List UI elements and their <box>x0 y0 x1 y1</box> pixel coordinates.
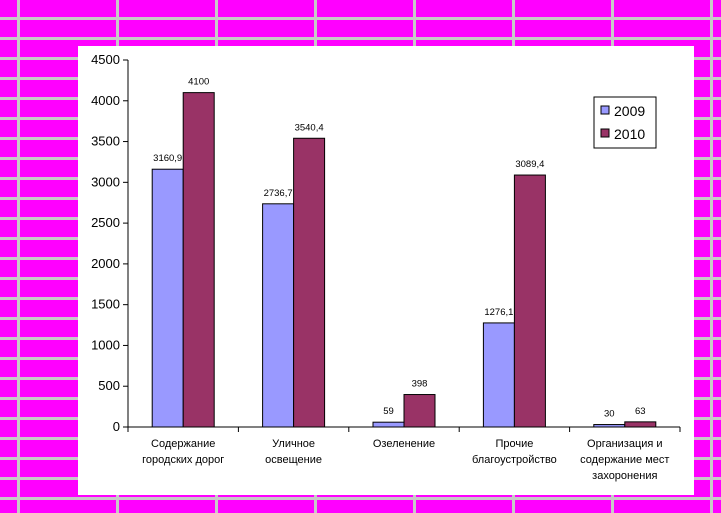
bar-2009 <box>372 421 405 428</box>
legend-label-2010: 2010 <box>614 126 645 142</box>
y-tick-label: 2500 <box>91 215 120 230</box>
category-label: благоустройство <box>472 454 557 466</box>
y-tick-label: 3500 <box>91 134 120 149</box>
legend-swatch-2010 <box>600 128 610 138</box>
data-label: 4100 <box>188 77 209 88</box>
y-tick-label: 2000 <box>91 256 120 271</box>
data-label: 59 <box>383 406 394 417</box>
data-label: 398 <box>412 379 428 390</box>
bar-2010 <box>624 421 657 428</box>
data-label: 3160,9 <box>153 153 182 164</box>
data-label: 3540,4 <box>295 122 324 133</box>
bar-2010 <box>293 137 326 428</box>
legend-swatch-2009 <box>600 105 610 115</box>
y-tick-label: 0 <box>113 419 120 434</box>
legend-label-2009: 2009 <box>614 103 645 119</box>
y-tick-label: 1500 <box>91 297 120 312</box>
bar-2010 <box>513 174 546 428</box>
bar-2010 <box>182 92 215 428</box>
bar-2009 <box>151 168 184 428</box>
category-label: освещение <box>265 454 322 466</box>
data-label: 3089,4 <box>515 159 544 170</box>
y-tick-label: 4500 <box>91 52 120 67</box>
category-label: Организация и <box>587 438 663 450</box>
category-label: содержание мест <box>580 454 669 466</box>
category-label: захоронения <box>592 470 657 482</box>
bar-2009 <box>262 203 295 428</box>
category-label: Содержание <box>151 438 215 450</box>
y-tick-label: 1000 <box>91 337 120 352</box>
data-label: 1276,1 <box>484 307 513 318</box>
bar-2009 <box>482 322 515 428</box>
data-label: 2736,7 <box>264 188 293 199</box>
category-label: Прочие <box>495 438 533 450</box>
data-label: 63 <box>635 406 646 417</box>
data-label: 30 <box>604 409 615 420</box>
category-label: городских дорог <box>142 454 224 466</box>
category-label: Уличное <box>272 438 315 450</box>
y-tick-label: 500 <box>98 378 120 393</box>
bar-2010 <box>403 394 436 428</box>
y-tick-label: 3000 <box>91 174 120 189</box>
category-label: Озеленение <box>373 438 435 450</box>
y-tick-label: 4000 <box>91 93 120 108</box>
